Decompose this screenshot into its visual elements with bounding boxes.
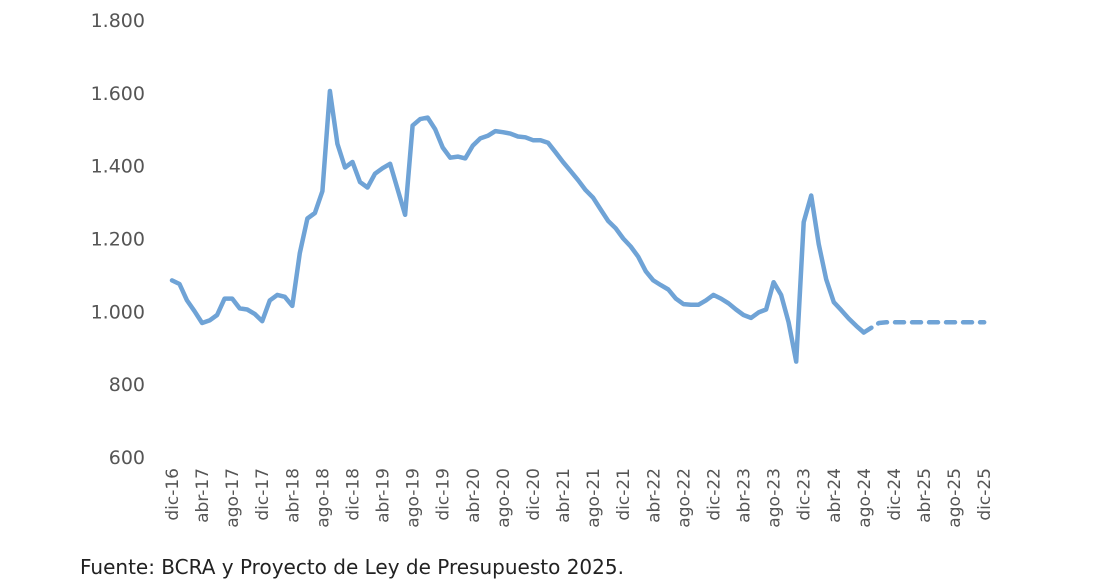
x-tick-label: ago-18: [313, 468, 333, 528]
x-tick-label: ago-22: [674, 468, 694, 528]
y-axis: 600 800 1.000 1.200 1.400 1.600 1.800: [91, 10, 145, 469]
series-line-projection: [861, 320, 987, 335]
x-tick-label: ago-20: [494, 468, 514, 528]
x-tick-label: dic-24: [885, 468, 905, 521]
x-tick-label: dic-16: [163, 468, 183, 521]
x-tick-label: dic-23: [795, 468, 815, 521]
x-tick-label: abr-22: [644, 468, 664, 523]
y-tick-label: 1.200: [91, 229, 145, 251]
line-chart: 600 800 1.000 1.200 1.400 1.600 1.800 dic-16 ab…: [91, 10, 996, 528]
y-tick-label: 1.400: [91, 156, 145, 178]
series-layer: [169, 88, 987, 364]
x-tick-label: abr-25: [915, 468, 935, 523]
x-tick-label: dic-17: [253, 468, 273, 521]
y-tick-label: 1.600: [91, 83, 145, 105]
y-tick-label: 800: [109, 374, 145, 396]
x-tick-label: abr-19: [374, 468, 394, 523]
x-tick-label: dic-25: [975, 468, 995, 521]
x-tick-label: ago-19: [404, 468, 424, 528]
y-tick-label: 600: [109, 447, 145, 469]
x-tick-label: dic-21: [614, 468, 634, 521]
x-tick-label: dic-18: [343, 468, 363, 521]
x-tick-label: abr-21: [554, 468, 574, 523]
source-note: Fuente: BCRA y Proyecto de Ley de Presup…: [80, 555, 624, 579]
x-tick-label: dic-22: [704, 468, 724, 521]
x-tick-label: abr-20: [464, 468, 484, 523]
y-tick-label: 1.000: [91, 301, 145, 323]
series-line-actual: [169, 88, 867, 364]
x-tick-label: abr-24: [825, 468, 845, 523]
y-tick-label: 1.800: [91, 10, 145, 32]
x-axis: dic-16 abr-17 ago-17 dic-17 abr-18 ago-18 dic-…: [163, 468, 995, 528]
x-tick-label: dic-20: [524, 468, 544, 521]
x-tick-label: ago-24: [855, 468, 875, 528]
x-tick-label: ago-25: [945, 468, 965, 528]
x-tick-label: ago-21: [584, 468, 604, 528]
x-tick-label: abr-17: [193, 468, 213, 523]
x-tick-label: ago-23: [765, 468, 785, 528]
x-tick-label: abr-18: [283, 468, 303, 523]
x-tick-label: ago-17: [223, 468, 243, 528]
x-tick-label: abr-23: [735, 468, 755, 523]
x-tick-label: dic-19: [434, 468, 454, 521]
